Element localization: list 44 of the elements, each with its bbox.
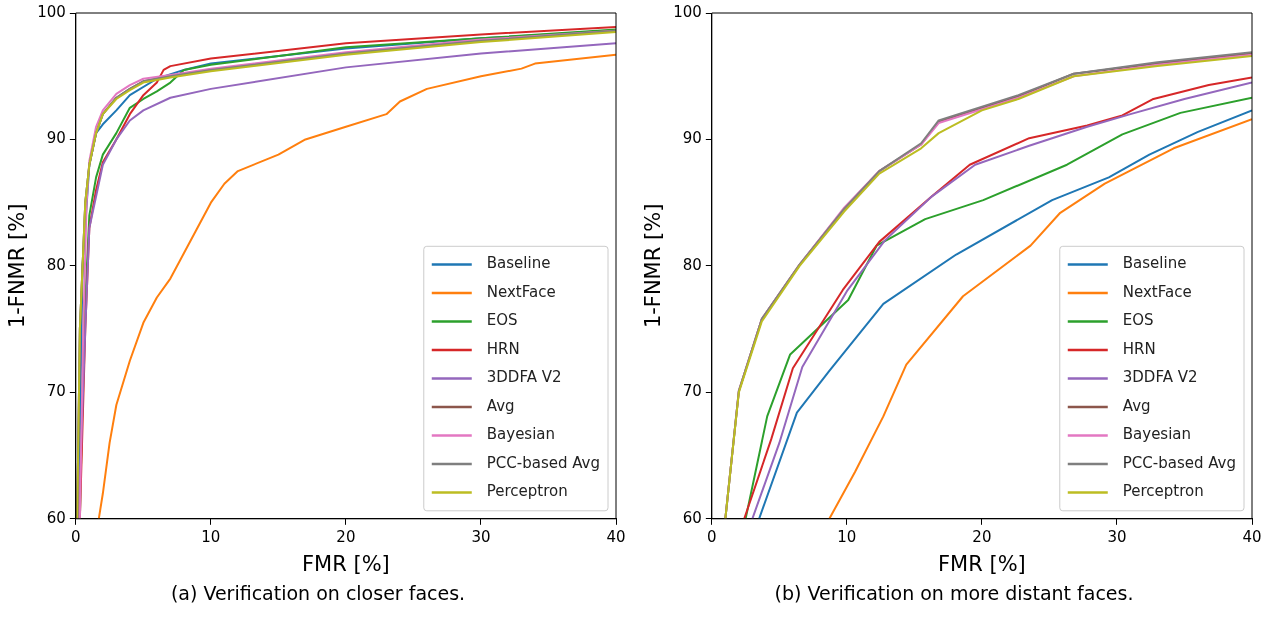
y-tick-label: 70 <box>682 382 702 401</box>
x-tick-label: 40 <box>1242 527 1262 546</box>
y-tick-label: 90 <box>682 129 702 148</box>
legend-label: EOS <box>1122 311 1154 330</box>
y-tick-label: 70 <box>46 382 66 401</box>
legend-label: NextFace <box>486 282 556 301</box>
x-tick-label: 0 <box>707 527 717 546</box>
legend-label: Bayesian <box>1122 425 1192 444</box>
legend-label: PCC-based Avg <box>486 453 600 472</box>
x-tick-label: 10 <box>201 527 221 546</box>
x-tick-label: 10 <box>837 527 857 546</box>
legend-label: HRN <box>486 339 520 358</box>
y-tick-label: 90 <box>46 129 66 148</box>
legend-label: Avg <box>486 396 515 415</box>
x-axis-title: FMR [%] <box>302 551 390 576</box>
text: (a) Verification on closer faces. <box>169 582 467 604</box>
legend-label: HRN <box>1122 339 1156 358</box>
y-tick-label: 100 <box>673 2 702 21</box>
x-tick-label: 40 <box>606 527 626 546</box>
legend-label: 3DDFA V2 <box>1122 368 1198 387</box>
y-axis-title: 1-FNMR [%] <box>5 203 30 329</box>
legend-label: EOS <box>486 311 518 330</box>
x-tick-label: 20 <box>336 527 356 546</box>
y-tick-label: 60 <box>46 508 66 527</box>
legend-label: Perceptron <box>486 482 568 501</box>
x-tick-label: 30 <box>471 527 491 546</box>
legend-label: NextFace <box>1122 282 1192 301</box>
y-tick-label: 80 <box>46 255 66 274</box>
legend-label: PCC-based Avg <box>1122 453 1236 472</box>
legend-label: Baseline <box>486 254 551 273</box>
text: (b) Verification on more distant faces. <box>773 582 1135 604</box>
legend-label: Bayesian <box>486 425 556 444</box>
x-tick-label: 20 <box>972 527 992 546</box>
y-tick-label: 60 <box>682 508 702 527</box>
y-axis-title: 1-FNMR [%] <box>641 203 666 329</box>
x-tick-label: 0 <box>71 527 81 546</box>
legend-label: Baseline <box>1122 254 1187 273</box>
legend-label: Avg <box>1122 396 1151 415</box>
y-tick-label: 80 <box>682 255 702 274</box>
legend-label: Perceptron <box>1122 482 1204 501</box>
legend-label: 3DDFA V2 <box>486 368 562 387</box>
x-tick-label: 30 <box>1107 527 1127 546</box>
x-axis-title: FMR [%] <box>938 551 1026 576</box>
y-tick-label: 100 <box>37 2 66 21</box>
